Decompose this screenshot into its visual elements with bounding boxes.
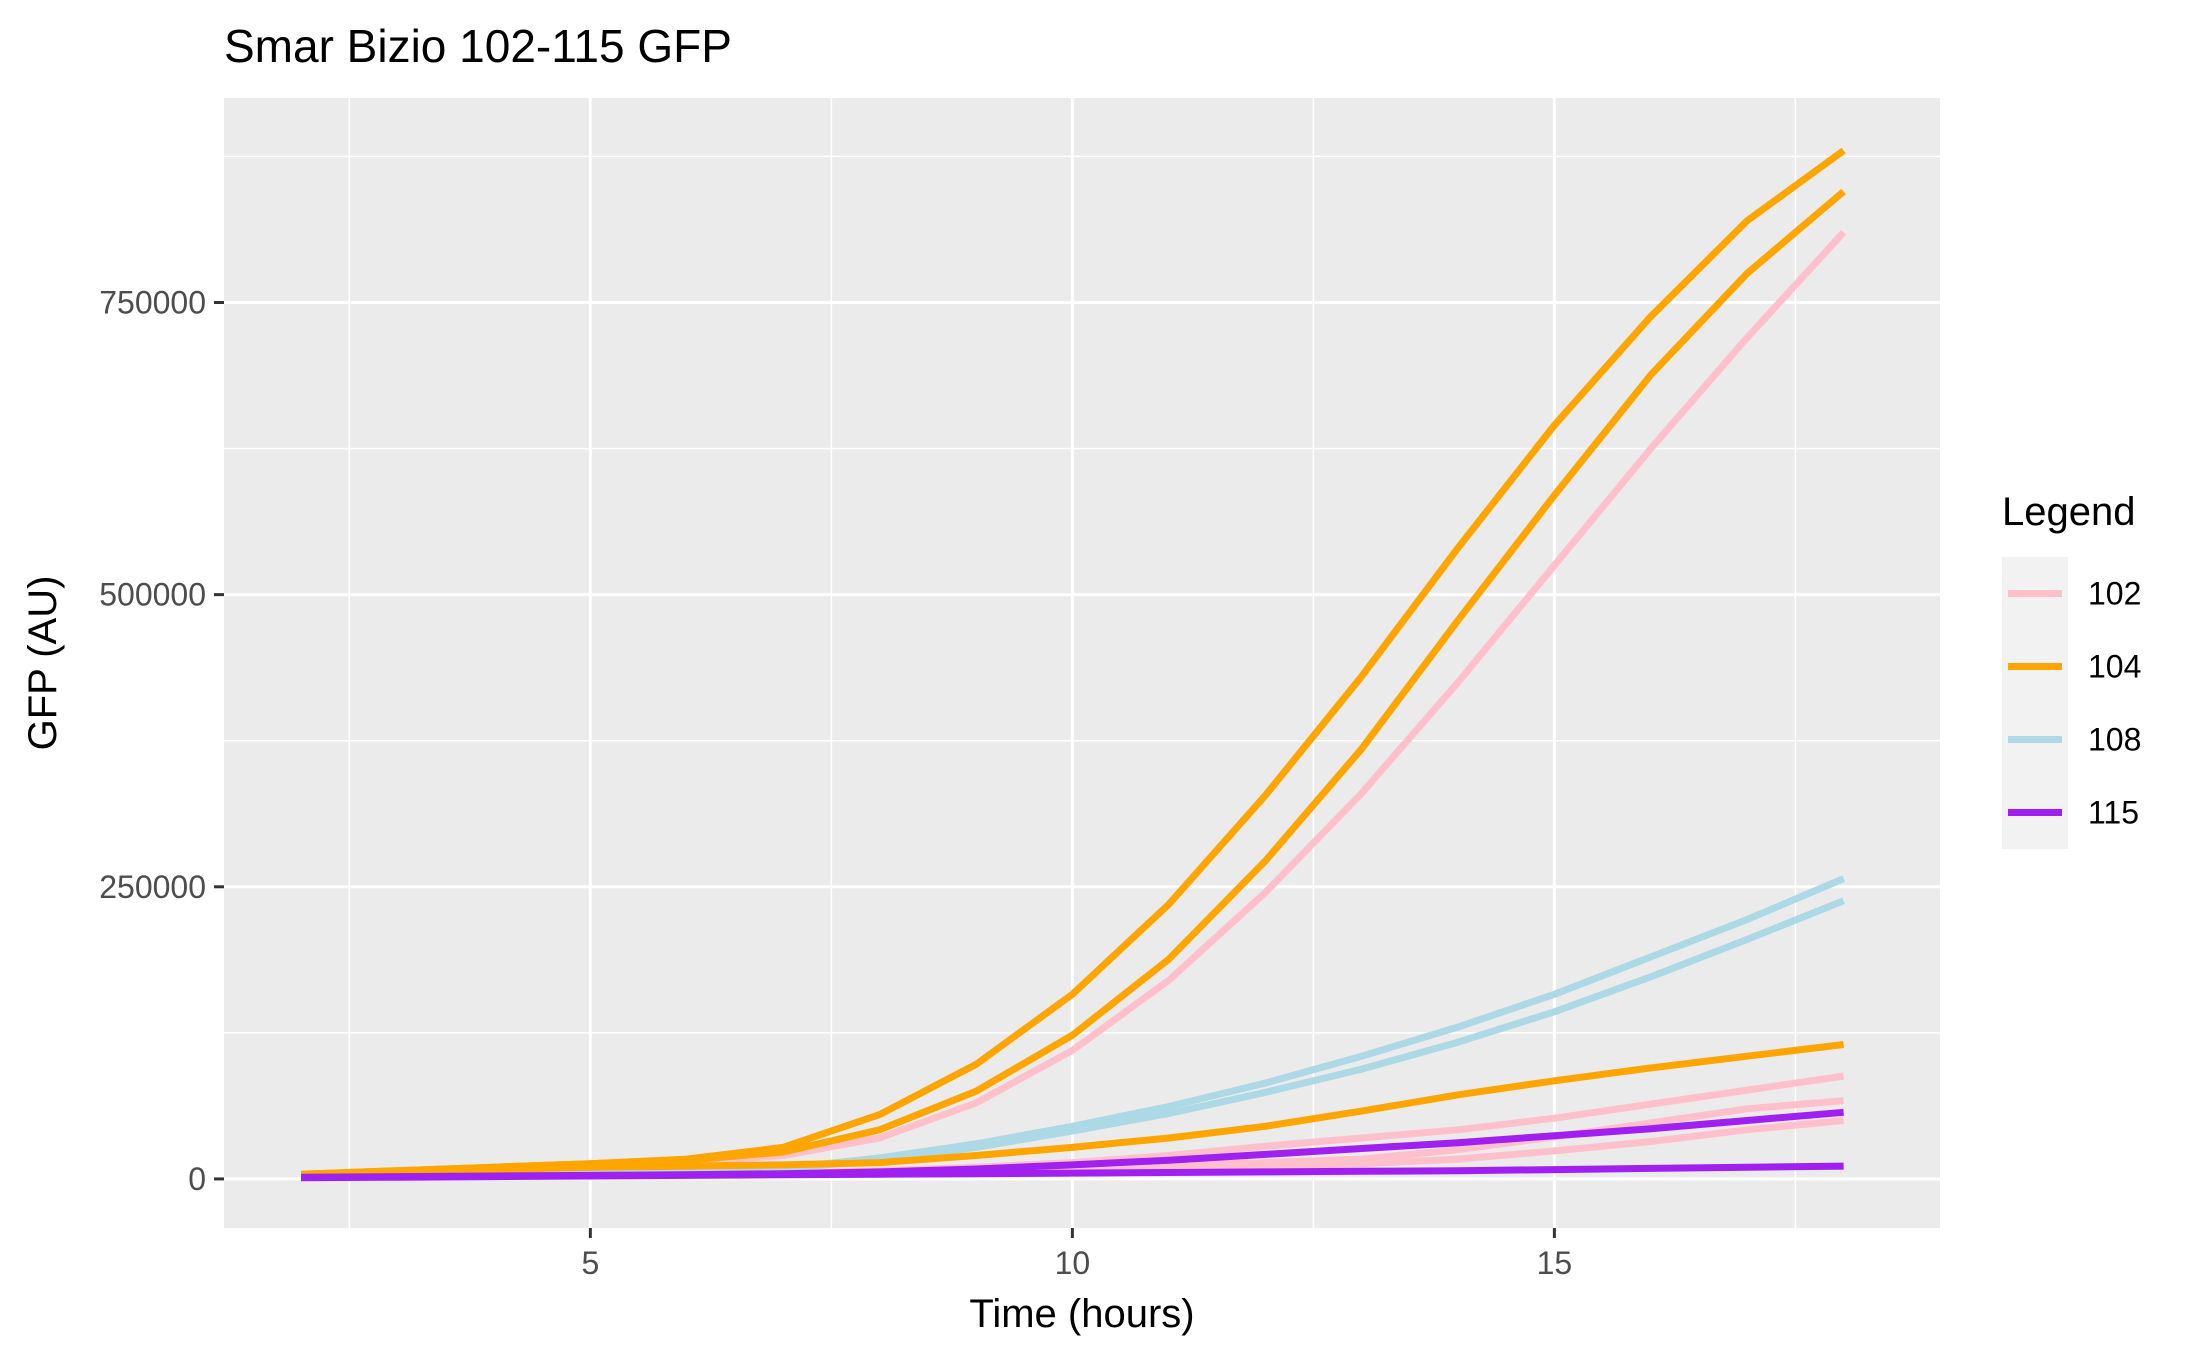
series-lines: [300, 147, 1847, 1182]
legend-label-102: 102: [2088, 576, 2141, 612]
y-tick-label: 750000: [99, 284, 206, 320]
x-tick-label: 5: [581, 1245, 599, 1281]
y-tick-label: 0: [188, 1161, 206, 1197]
legend-label-108: 108: [2088, 722, 2141, 758]
chart-title: Smar Bizio 102-115 GFP: [224, 20, 732, 72]
major-gridlines: [224, 98, 1940, 1228]
y-axis-title: GFP (AU): [21, 576, 65, 751]
legend-title: Legend: [2002, 490, 2135, 534]
series-line-115: [301, 1162, 1844, 1182]
legend: Legend 102 104 108 115: [2002, 490, 2141, 849]
y-tick-label: 500000: [99, 577, 206, 613]
plot-panel: [224, 98, 1940, 1228]
x-tick-label: 15: [1537, 1245, 1573, 1281]
legend-label-104: 104: [2088, 649, 2141, 685]
legend-label-115: 115: [2088, 795, 2139, 831]
series-line-104: [301, 1041, 1845, 1179]
y-tick-label: 250000: [99, 869, 206, 905]
legend-items: 102 104 108 115: [2002, 557, 2141, 849]
x-axis: 5 10 15: [581, 1228, 1572, 1281]
x-axis-title: Time (hours): [969, 1292, 1194, 1336]
y-axis: 0 250000 500000 750000: [99, 284, 224, 1197]
x-tick-label: 10: [1055, 1245, 1091, 1281]
